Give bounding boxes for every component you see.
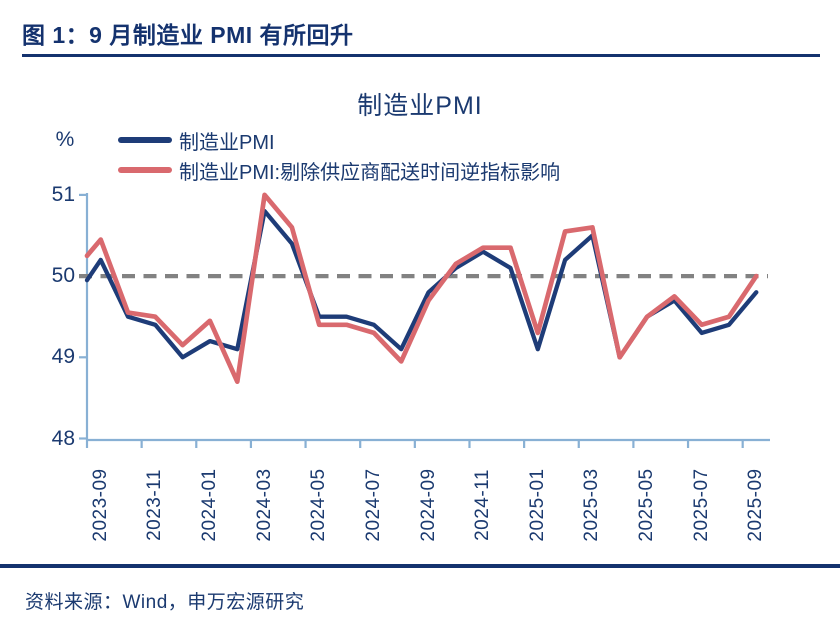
- adjusted-line-swatch: [118, 167, 172, 173]
- adjusted-pmi-line: [84, 192, 759, 385]
- y-tick-label: 48: [51, 426, 75, 450]
- bottom-rule: [0, 564, 840, 568]
- pmi-line-swatch: [118, 137, 172, 143]
- axis-ticks: [79, 193, 744, 448]
- header-rule: [22, 54, 820, 57]
- y-tick-label: 50: [51, 264, 75, 288]
- legend-label-pmi: 制造业PMI: [179, 131, 275, 154]
- source-note: 资料来源：Wind，申万宏源研究: [25, 592, 305, 613]
- legend-item-adjusted: 制造业PMI:剔除供应商配送时间逆指标影响: [118, 158, 561, 184]
- y-tick-label: 51: [51, 182, 75, 206]
- y-axis-unit-label: %: [55, 128, 75, 151]
- pmi-line: [84, 208, 759, 360]
- chart-title: 制造业PMI: [357, 92, 483, 120]
- legend-item-pmi: 制造业PMI: [118, 128, 275, 154]
- y-tick-label: 49: [51, 345, 75, 369]
- figure-title: 图 1：9 月制造业 PMI 有所回升: [22, 22, 354, 48]
- legend-label-adjusted: 制造业PMI:剔除供应商配送时间逆指标影响: [179, 161, 561, 184]
